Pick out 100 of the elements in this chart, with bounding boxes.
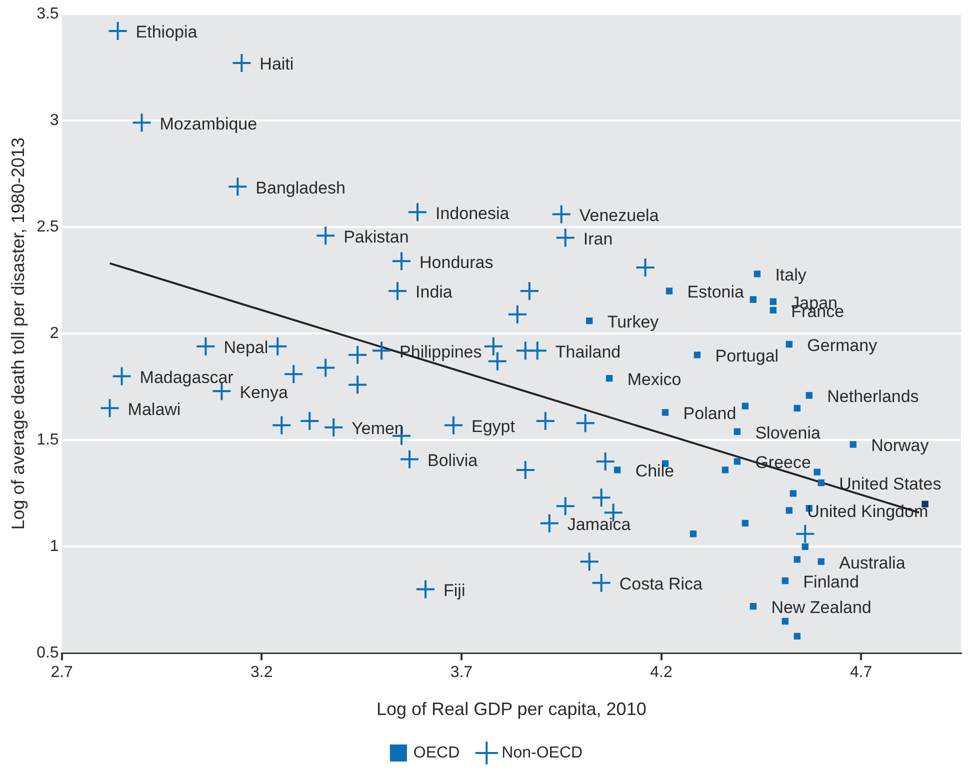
annotation: Fiji — [444, 580, 466, 600]
point — [408, 202, 428, 222]
point — [483, 336, 504, 356]
point — [795, 524, 816, 544]
legend-label: Non-OECD — [502, 744, 583, 762]
point — [662, 409, 669, 416]
point — [372, 340, 392, 361]
point — [416, 579, 436, 600]
point — [614, 466, 621, 474]
annotation: Iran — [583, 229, 613, 248]
point — [392, 251, 412, 272]
point — [591, 572, 612, 593]
point — [786, 507, 792, 514]
annotation: United States — [839, 474, 942, 494]
annotation: Nepal — [224, 338, 268, 358]
annotation: Thailand — [555, 342, 621, 362]
point — [750, 602, 757, 610]
annotation: Portugal — [715, 346, 779, 366]
point — [316, 226, 336, 246]
point — [782, 618, 788, 625]
point — [794, 632, 800, 640]
point — [519, 280, 540, 301]
y-tick-label: 2 — [50, 325, 59, 342]
point — [100, 398, 120, 418]
y-tick-label: 2.5 — [36, 218, 59, 236]
point — [754, 270, 761, 278]
point — [802, 543, 808, 550]
x-tick-label: 3.7 — [450, 664, 473, 682]
annotation: Bangladesh — [256, 178, 346, 198]
point — [348, 344, 368, 365]
point — [400, 449, 420, 470]
annotation: Indonesia — [436, 204, 510, 223]
legend-label: OECD — [413, 744, 460, 762]
annotation: Finland — [803, 572, 859, 592]
y-tick-label: 3.5 — [36, 5, 59, 22]
point — [284, 364, 304, 384]
annotation: Philippines — [400, 342, 482, 362]
point — [132, 112, 152, 133]
annotation: New Zealand — [771, 598, 872, 618]
point — [734, 428, 741, 435]
point — [790, 490, 796, 497]
point — [108, 21, 128, 42]
point — [232, 53, 252, 74]
point — [555, 228, 576, 248]
annotation: Chile — [635, 462, 674, 481]
point — [818, 558, 824, 565]
x-axis-title: Log of Real GDP per capita, 2010 — [376, 699, 646, 720]
annotation: India — [416, 282, 453, 302]
point — [770, 306, 777, 314]
annotation: Australia — [839, 553, 906, 572]
point — [555, 496, 576, 516]
point — [268, 336, 288, 356]
x-tick-label: 3.2 — [250, 664, 273, 682]
point — [272, 415, 292, 436]
point — [786, 340, 792, 348]
point — [666, 288, 673, 294]
point — [734, 458, 741, 465]
x-tick-label: 4.7 — [850, 664, 872, 682]
y-tick-label: 3 — [50, 112, 59, 129]
x-tick-label: 2.7 — [50, 664, 74, 682]
annotation: Poland — [683, 404, 736, 424]
point — [443, 415, 464, 436]
annotation: Mozambique — [160, 114, 258, 134]
annotation: Haiti — [260, 54, 294, 74]
annotation: Venezuela — [579, 206, 660, 225]
point — [742, 402, 749, 410]
annotation: Pakistan — [344, 227, 409, 246]
annotation: Honduras — [420, 252, 494, 272]
point — [782, 577, 788, 584]
point — [348, 374, 368, 395]
annotation: Turkey — [607, 312, 660, 332]
point — [742, 520, 749, 527]
point — [595, 451, 616, 472]
point — [635, 258, 656, 278]
annotation: Egypt — [471, 416, 516, 436]
point — [694, 352, 701, 358]
point — [591, 488, 612, 508]
point — [818, 479, 824, 486]
point — [324, 417, 344, 438]
annotation: Madagascar — [140, 368, 234, 387]
annotation: Slovenia — [755, 423, 821, 442]
point — [228, 176, 248, 197]
point — [794, 556, 800, 563]
annotation: Netherlands — [827, 387, 919, 406]
annotation: Norway — [871, 436, 930, 456]
annotation: Costa Rica — [619, 574, 704, 594]
point — [527, 340, 548, 361]
point — [850, 441, 856, 448]
annotation: Kenya — [240, 382, 288, 402]
point — [575, 413, 596, 434]
point — [539, 513, 560, 534]
annotation: Malawi — [128, 400, 181, 419]
annotation: Jamaica — [567, 514, 632, 534]
annotation: Ethiopia — [136, 22, 198, 42]
point — [606, 375, 613, 382]
point — [794, 404, 800, 412]
annotation: Estonia — [687, 282, 745, 302]
y-tick-label: 0.5 — [36, 644, 59, 662]
annotation: Italy — [775, 266, 807, 285]
point — [770, 298, 777, 305]
